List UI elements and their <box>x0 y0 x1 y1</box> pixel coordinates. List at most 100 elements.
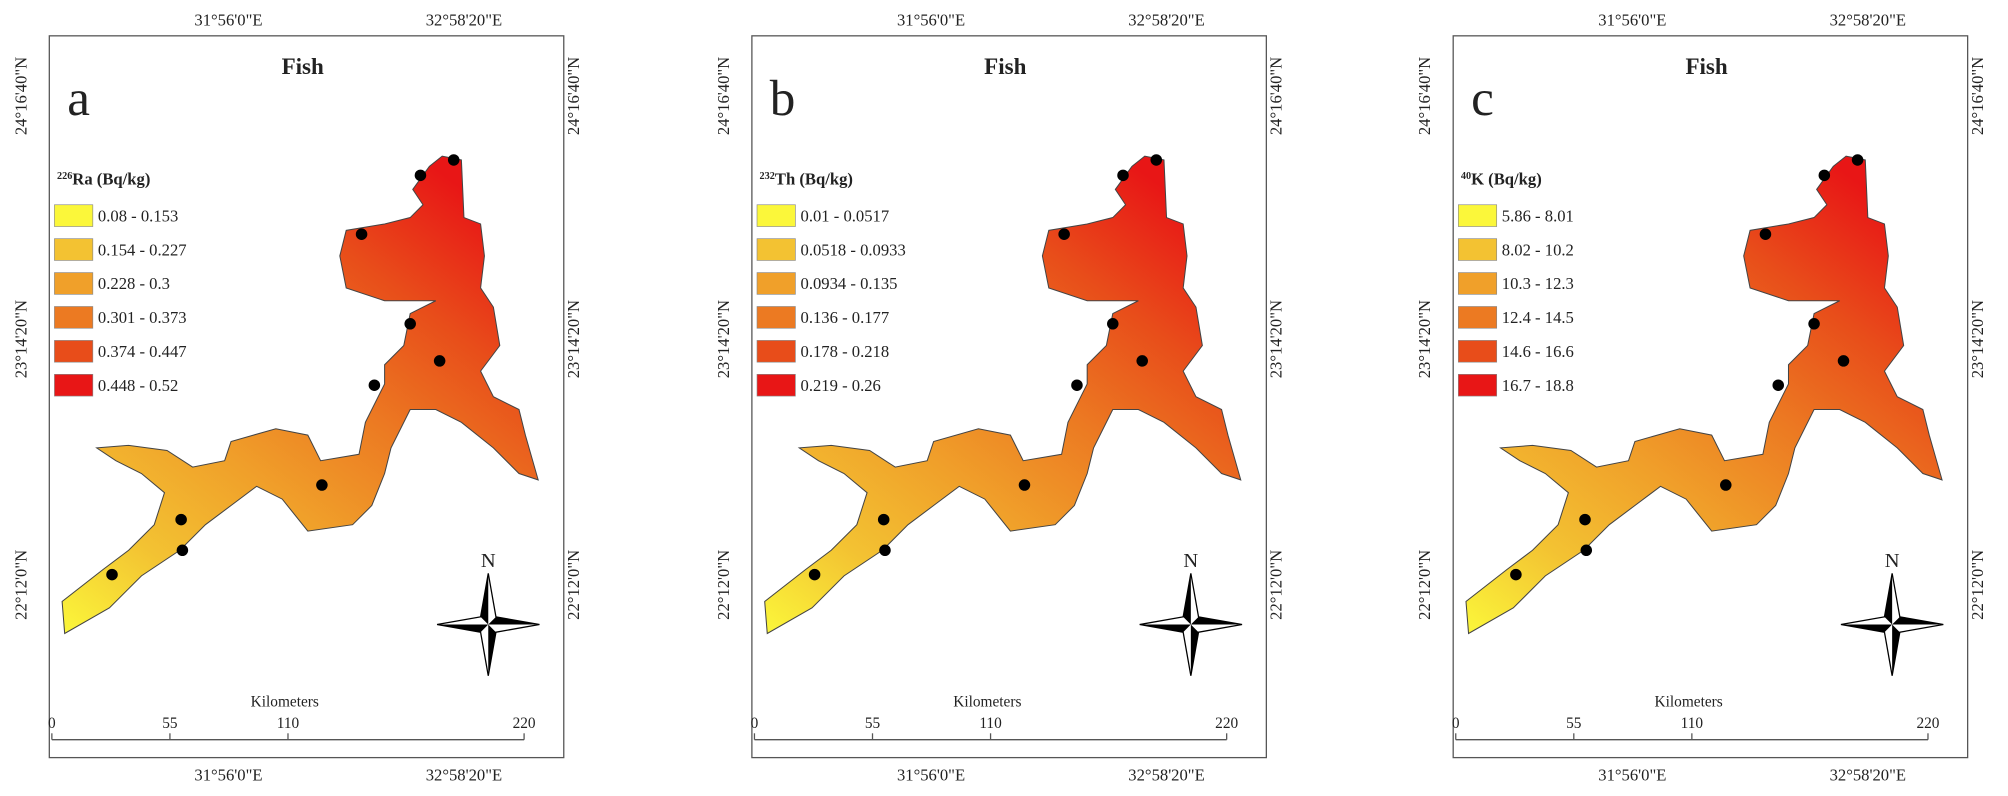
legend-title-text: Ra (Bq/kg) <box>72 169 150 188</box>
legend-title: 226Ra (Bq/kg) <box>57 169 150 188</box>
legend-title: 232Th (Bq/kg) <box>760 169 853 188</box>
legend-swatch <box>756 306 796 329</box>
scale-tick-label: 55 <box>1566 715 1582 732</box>
legend-label: 0.374 - 0.447 <box>98 342 187 361</box>
legend-swatch <box>756 204 796 227</box>
map-panel: b Fish 232Th (Bq/kg) 0.01 - 0.0517 0.0518 - … <box>714 11 1286 785</box>
map-panel: a Fish 226Ra (Bq/kg) 0.08 - 0.153 0.154 - 0.… <box>11 11 583 785</box>
legend-label: 0.228 - 0.3 <box>98 274 170 293</box>
sample-point <box>1018 479 1031 491</box>
map-title: Fish <box>282 53 324 79</box>
legend-label: 10.3 - 12.3 <box>1502 274 1574 293</box>
sample-point <box>877 513 890 526</box>
map-title: Fish <box>1685 53 1727 79</box>
scale-tick-label: 220 <box>1215 715 1238 732</box>
legend-title-mass: 40 <box>1461 171 1471 182</box>
sample-point <box>1851 154 1864 166</box>
panel-letter: c <box>1471 70 1494 127</box>
north-arrow <box>1840 573 1944 676</box>
sample-point <box>1837 355 1850 367</box>
legend-swatch <box>54 306 94 329</box>
sample-point <box>1107 318 1119 330</box>
legend-swatch <box>54 374 94 397</box>
legend-swatch <box>1457 306 1498 329</box>
sample-point <box>1818 169 1831 182</box>
sample-point <box>1759 228 1772 240</box>
longitude-label: 32°58'20"E <box>1128 11 1204 30</box>
latitude-label: 24°16'40"N <box>564 57 583 135</box>
scale-tick-label: 110 <box>277 715 300 732</box>
sample-point <box>1579 513 1591 526</box>
legend-label: 0.301 - 0.373 <box>98 308 187 327</box>
sample-point <box>106 568 118 581</box>
legend-label: 0.08 - 0.153 <box>98 206 178 225</box>
sample-point <box>414 169 427 182</box>
legend-swatch <box>1457 374 1498 397</box>
map-panel: c Fish 40K (Bq/kg) 5.86 - 8.01 8.02 - 10.2 10… <box>1415 11 1987 785</box>
sample-point <box>355 228 368 240</box>
scale-tick-label: 110 <box>979 715 1002 732</box>
legend-swatch <box>756 238 796 261</box>
north-arrow-shape <box>1840 573 1944 676</box>
latitude-label: 22°12'0"N <box>1267 550 1286 620</box>
latitude-label: 24°16'40"N <box>1267 57 1286 135</box>
scale-tick-label: 0 <box>48 715 56 732</box>
longitude-label: 32°58'20"E <box>426 766 502 785</box>
legend-swatch <box>756 272 796 295</box>
sample-point <box>368 379 381 391</box>
longitude-label: 31°56'0"E <box>897 11 965 30</box>
legend-label: 0.136 - 0.177 <box>801 308 890 327</box>
legend-label: 14.6 - 16.6 <box>1502 342 1574 361</box>
legend-label: 5.86 - 8.01 <box>1502 206 1574 225</box>
scale-tick-label: 55 <box>865 715 881 732</box>
latitude-label: 23°14'20"N <box>11 300 30 378</box>
legend-swatch <box>756 340 796 363</box>
sample-point <box>404 318 416 330</box>
legend-swatch <box>54 272 94 295</box>
scale-tick-label: 220 <box>513 715 536 732</box>
latitude-label: 24°16'40"N <box>714 57 733 135</box>
sample-point <box>176 544 189 557</box>
longitude-label: 32°58'20"E <box>1830 766 1906 785</box>
latitude-label: 23°14'20"N <box>1267 300 1286 378</box>
sample-point <box>1150 154 1163 166</box>
legend-swatch <box>1457 204 1498 227</box>
legend-label: 0.01 - 0.0517 <box>801 206 890 225</box>
scale-tick-label: 0 <box>751 715 759 732</box>
legend-swatch <box>54 204 94 227</box>
legend-title-mass: 232 <box>760 171 775 182</box>
panel-letter: a <box>67 70 90 127</box>
latitude-label: 23°14'20"N <box>1415 300 1434 378</box>
sample-point <box>1720 479 1732 491</box>
longitude-label: 31°56'0"E <box>897 766 965 785</box>
longitude-label: 31°56'0"E <box>1598 11 1666 30</box>
scale-tick-label: 0 <box>1452 715 1460 732</box>
legend-label: 8.02 - 10.2 <box>1502 240 1574 259</box>
sample-point <box>1071 379 1083 391</box>
north-arrow-fill <box>1139 573 1243 676</box>
map-title: Fish <box>984 53 1026 79</box>
legend-swatch <box>54 238 94 261</box>
latitude-label: 24°16'40"N <box>11 57 30 135</box>
latitude-label: 23°14'20"N <box>564 300 583 378</box>
north-label: N <box>481 550 496 572</box>
legend-label: 0.0518 - 0.0933 <box>801 240 906 259</box>
latitude-label: 24°16'40"N <box>1968 57 1987 135</box>
north-arrow-fill <box>437 573 540 676</box>
legend-title-mass: 226 <box>57 171 72 182</box>
scale-tick-label: 110 <box>1681 715 1704 732</box>
longitude-label: 32°58'20"E <box>1830 11 1906 30</box>
latitude-label: 23°14'20"N <box>714 300 733 378</box>
legend-swatch <box>756 374 796 397</box>
sample-point <box>447 154 460 166</box>
north-arrow <box>436 573 540 676</box>
scale-title: Kilometers <box>1655 693 1723 710</box>
sample-point <box>1136 355 1148 367</box>
sample-point <box>1510 568 1522 581</box>
longitude-label: 32°58'20"E <box>1128 766 1204 785</box>
latitude-label: 22°12'0"N <box>1968 550 1987 620</box>
legend-label: 0.448 - 0.52 <box>98 376 178 395</box>
longitude-label: 31°56'0"E <box>194 11 262 30</box>
